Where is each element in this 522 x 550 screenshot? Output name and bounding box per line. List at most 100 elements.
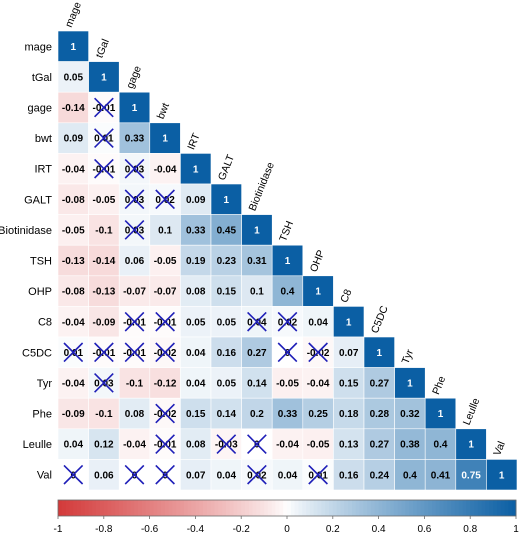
colorbar-segment (141, 500, 147, 516)
colorbar-segment (397, 500, 402, 516)
cell-value-label: 0.04 (64, 440, 84, 451)
heatmap-cell (210, 336, 242, 368)
heatmap-cell (424, 459, 457, 491)
cell-value-label: 0.41 (431, 470, 451, 481)
row-label: OHP (28, 286, 52, 298)
colorbar-segment (252, 500, 257, 516)
colorbar-segment (69, 500, 74, 516)
row-label: bwt (35, 133, 52, 145)
heatmap-cell (363, 397, 395, 430)
colorbar-segment (340, 500, 345, 516)
heatmap-cell (394, 397, 426, 430)
heatmap-cell (118, 122, 151, 154)
colorbar-segment (88, 500, 93, 516)
cell-value-label: -0.07 (154, 287, 177, 298)
cell-value-label: 0.24 (370, 470, 390, 481)
insignificant-cross-mark (124, 189, 145, 210)
cell-value-label: 1 (101, 73, 107, 84)
heatmap-cell (210, 183, 242, 215)
column-label: Val (491, 440, 508, 458)
colorbar-segment (321, 500, 326, 516)
colorbar-segment (443, 500, 448, 516)
cell-value-label: 0.33 (278, 409, 298, 420)
colorbar-segment (149, 500, 154, 516)
colorbar-segment (271, 500, 276, 516)
colorbar-segment (363, 500, 368, 516)
cell-value-label: -0.1 (95, 409, 113, 420)
heatmap-cell (180, 459, 212, 491)
colorbar-segment (405, 500, 410, 516)
row-label: TSH (30, 256, 52, 268)
colorbar-segment (313, 500, 318, 516)
cell-value-label: 0.12 (94, 440, 114, 451)
colorbar-segment (107, 500, 112, 516)
heatmap-cell (333, 367, 365, 399)
cell-value-label: 0.18 (339, 409, 359, 420)
heatmap-cell (149, 122, 181, 154)
heatmap-cell (424, 428, 457, 460)
cell-value-label: 0.06 (125, 256, 145, 267)
colorbar-segment (447, 500, 452, 516)
cell-value-label: 0.09 (64, 134, 84, 145)
insignificant-cross-mark (94, 373, 114, 393)
cell-value-label: -0.09 (93, 317, 116, 328)
colorbar-segment (481, 500, 486, 516)
heatmap-cell (149, 275, 181, 307)
heatmap-cell (88, 183, 120, 215)
colorbar-segment (367, 500, 372, 516)
heatmap-cell (88, 61, 120, 93)
heatmap-cell (118, 244, 151, 277)
colorbar-segment (401, 500, 406, 516)
cell-value-label: 1 (315, 287, 321, 298)
row-label: Biotinidase (0, 225, 52, 237)
cell-value-label: -0.09 (62, 409, 85, 420)
colorbar-segment (203, 500, 208, 516)
row-label: C5DC (22, 347, 52, 359)
column-label: IRT (185, 131, 203, 152)
cell-value-label: 0.75 (461, 470, 481, 481)
insignificant-cross-mark (308, 342, 328, 363)
cell-value-label: -0.05 (62, 226, 85, 237)
colorbar-segment (138, 500, 143, 516)
cell-value-label: 1 (377, 348, 383, 359)
cell-value-label: -0.07 (123, 287, 146, 298)
colorbar-segment (500, 500, 505, 516)
heatmap-cell (88, 428, 120, 460)
heatmap-cell (333, 306, 365, 338)
colorbar-segment (474, 500, 479, 516)
insignificant-cross-mark (155, 403, 175, 424)
colorbar-segment (496, 500, 502, 516)
column-label: mage (63, 0, 84, 29)
colorbar-segment (145, 500, 150, 516)
colorbar-segment (92, 500, 97, 516)
insignificant-cross-mark (94, 342, 114, 363)
colorbar-segment (80, 500, 86, 516)
cell-value-label: 0.05 (217, 379, 237, 390)
insignificant-cross-mark (124, 158, 145, 179)
heatmap-cell (88, 397, 120, 430)
colorbar-segment (199, 500, 204, 516)
colorbar-tick-label: 0.6 (417, 524, 431, 535)
cell-value-label: 0.04 (186, 379, 206, 390)
row-label: Leulle (23, 439, 52, 451)
colorbar-segment (336, 500, 341, 516)
cell-value-label: 0.05 (217, 317, 237, 328)
cell-value-label: 0.15 (186, 409, 206, 420)
colorbar-tick-label: 0.8 (463, 524, 477, 535)
cell-value-label: 1 (224, 195, 230, 206)
column-label: GALT (216, 152, 237, 182)
colorbar-segment (378, 500, 383, 516)
cell-value-label: 0.08 (186, 440, 206, 451)
row-label: Tyr (37, 378, 53, 390)
cell-value-label: 0.27 (247, 348, 267, 359)
cell-value-label: 0.19 (186, 256, 206, 267)
colorbar-segment (134, 500, 139, 516)
colorbar-segment (84, 500, 89, 516)
cell-value-label: 1 (499, 470, 505, 481)
insignificant-cross-mark (124, 220, 145, 240)
cell-value-label: 1 (407, 379, 413, 390)
cell-value-label: 0.15 (339, 379, 359, 390)
colorbar-segment (283, 500, 288, 516)
cell-value-label: 1 (132, 103, 138, 114)
